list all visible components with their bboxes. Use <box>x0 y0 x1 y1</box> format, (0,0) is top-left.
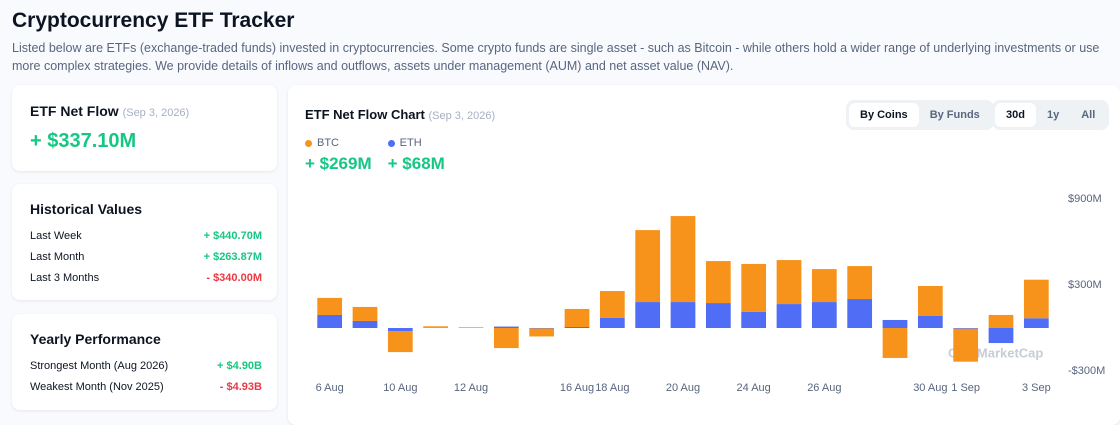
x-tick-label: 12 Aug <box>454 382 488 394</box>
bar-segment <box>883 320 908 328</box>
bar-segment <box>388 328 413 331</box>
bar-segment <box>317 298 342 315</box>
row-label: Last Week <box>30 230 82 242</box>
bar-segment <box>741 264 766 312</box>
bar-segment <box>953 328 978 329</box>
x-tick-label: 18 Aug <box>595 382 629 394</box>
bar-segment <box>989 315 1014 328</box>
yearly-card: Yearly Performance Strongest Month (Aug … <box>12 314 277 410</box>
bar-segment <box>388 331 413 352</box>
bar-segment <box>741 312 766 328</box>
bar-segment <box>671 216 696 302</box>
bar-segment <box>812 302 837 328</box>
row: Strongest Month (Aug 2026) + $4.90B <box>30 360 262 372</box>
y-tick-label: $300M <box>1068 279 1102 291</box>
bar-segment <box>847 266 872 299</box>
y-tick-label: -$300M <box>1068 365 1105 377</box>
x-tick-label: 20 Aug <box>666 382 700 394</box>
row: Last Month + $263.87M <box>30 251 262 263</box>
bar-segment <box>565 327 590 328</box>
bar-segment <box>918 316 943 328</box>
bar-segment <box>918 286 943 316</box>
x-tick-label: 10 Aug <box>383 382 417 394</box>
bar-segment <box>353 307 378 321</box>
bar-segment <box>317 315 342 328</box>
row-value: - $4.93B <box>220 381 262 393</box>
row-value: + $440.70M <box>204 230 262 242</box>
x-tick-label: 30 Aug <box>913 382 947 394</box>
bar-segment <box>423 326 448 327</box>
x-tick-label: 26 Aug <box>807 382 841 394</box>
x-tick-label: 16 Aug <box>560 382 594 394</box>
bar-segment <box>565 309 590 327</box>
row-value: - $340.00M <box>206 272 262 284</box>
yearly-title: Yearly Performance <box>30 331 161 347</box>
x-tick-label: 1 Sep <box>951 382 980 394</box>
bar-segment <box>953 329 978 362</box>
label: ETF Net Flow <box>30 103 119 119</box>
row-label: Last 3 Months <box>30 272 99 284</box>
bar-segment <box>777 260 802 304</box>
net-flow-label: ETF Net Flow (Sep 3, 2026) <box>30 103 189 119</box>
bar-segment <box>777 304 802 328</box>
net-flow-value: + $337.10M <box>30 130 136 153</box>
bar-segment <box>706 261 731 303</box>
bar-segment <box>847 299 872 328</box>
bar-segment <box>600 291 625 318</box>
bar-segment <box>671 302 696 328</box>
row-value: + $4.90B <box>217 360 262 372</box>
row: Last Week + $440.70M <box>30 230 262 242</box>
bar-segment <box>635 302 660 328</box>
bar-segment <box>600 318 625 328</box>
row-label: Weakest Month (Nov 2025) <box>30 381 164 393</box>
x-tick-label: 3 Sep <box>1022 382 1051 394</box>
bar-segment <box>1024 318 1049 328</box>
date: (Sep 3, 2026) <box>123 107 190 119</box>
bar-segment <box>1024 280 1049 319</box>
page-title: Cryptocurrency ETF Tracker <box>12 9 294 33</box>
bar-segment <box>494 328 519 348</box>
x-tick-label: 6 Aug <box>316 382 344 394</box>
bar-segment <box>883 328 908 358</box>
bar-segment <box>706 303 731 328</box>
row-label: Strongest Month (Aug 2026) <box>30 360 168 372</box>
bar-segment <box>353 321 378 328</box>
row: Last 3 Months - $340.00M <box>30 272 262 284</box>
bar-segment <box>459 327 484 328</box>
row-label: Last Month <box>30 251 84 263</box>
bar-segment <box>812 269 837 302</box>
chart-card: ETF Net Flow Chart (Sep 3, 2026) By Coin… <box>288 85 1120 425</box>
yearly-rows: Strongest Month (Aug 2026) + $4.90B Weakes… <box>30 360 262 402</box>
row-value: + $263.87M <box>204 251 262 263</box>
x-tick-label: 24 Aug <box>737 382 771 394</box>
bar-segment <box>635 230 660 302</box>
bar-segment <box>989 328 1014 343</box>
bar-segment <box>494 327 519 328</box>
historical-title: Historical Values <box>30 201 142 217</box>
bar-segment <box>529 328 554 336</box>
net-flow-card: ETF Net Flow (Sep 3, 2026) + $337.10M <box>12 85 277 171</box>
row: Weakest Month (Nov 2025) - $4.93B <box>30 381 262 393</box>
description: Listed below are ETFs (exchange-traded f… <box>12 39 1112 75</box>
y-tick-label: $900M <box>1068 193 1102 205</box>
